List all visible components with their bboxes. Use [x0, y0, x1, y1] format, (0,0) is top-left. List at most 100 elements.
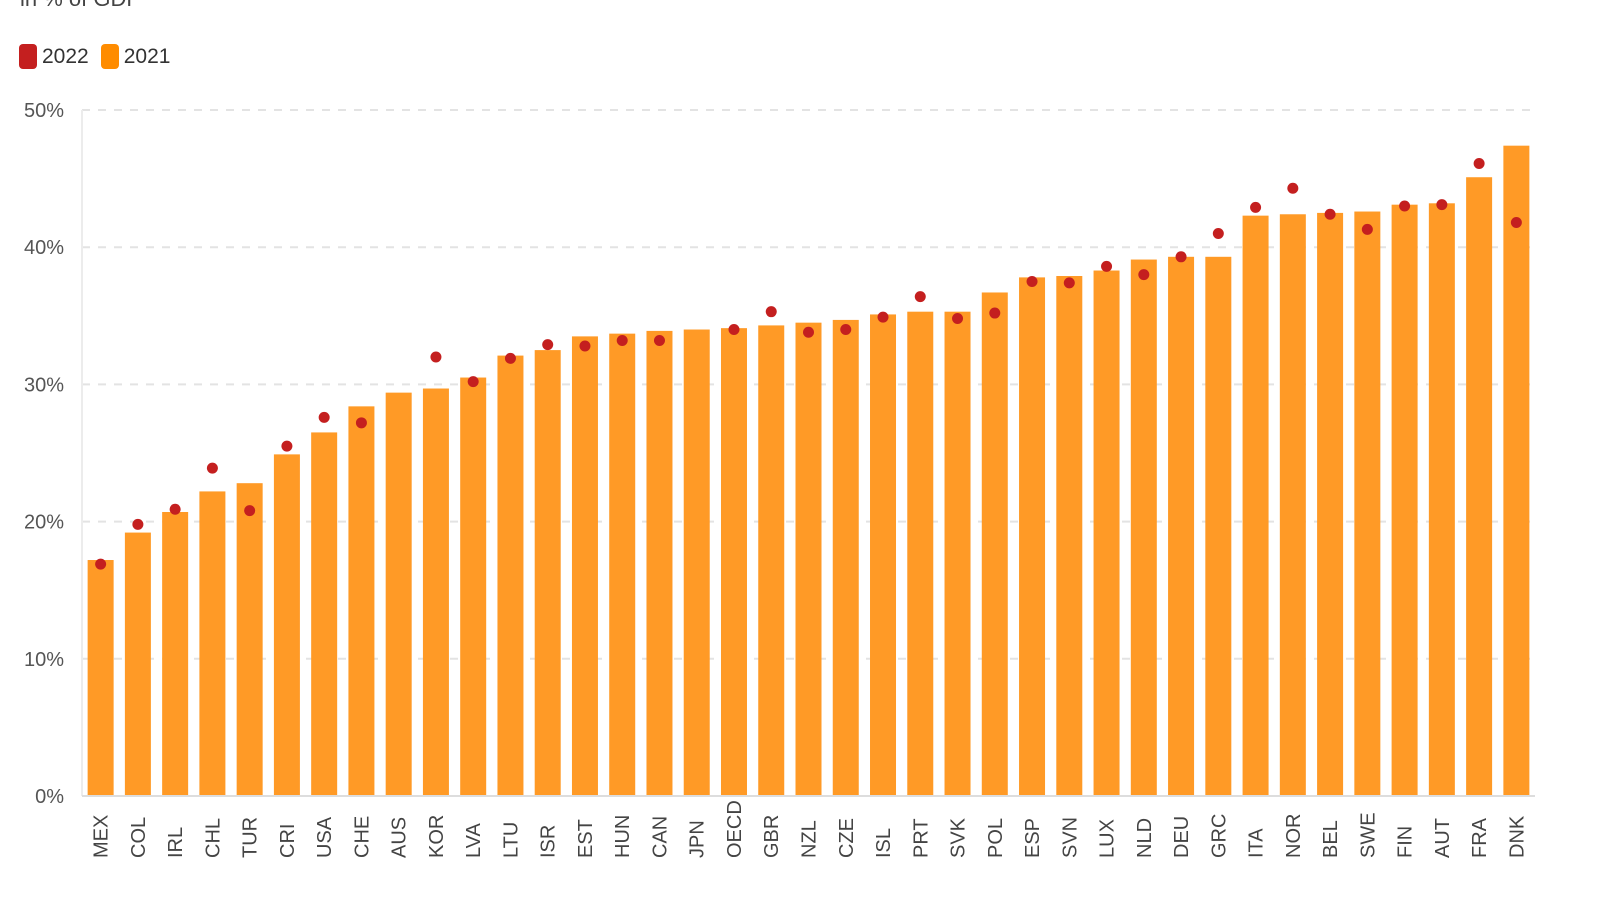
x-tick-label: ITA	[1246, 828, 1268, 858]
dot-NOR	[1287, 182, 1299, 194]
legend-swatch-2021	[100, 44, 119, 69]
bar-NLD	[1130, 259, 1157, 797]
bar-DEU	[1168, 256, 1195, 797]
x-tick-label: TUR	[240, 817, 262, 858]
bar-FIN	[1391, 204, 1418, 797]
bar-AUS	[385, 392, 412, 796]
dot-COL	[132, 518, 144, 530]
x-tick-label: HUN	[612, 815, 634, 858]
x-tick-label: NOR	[1283, 814, 1305, 858]
dot-NZL	[803, 326, 814, 338]
x-tick-label: FIN	[1395, 826, 1417, 858]
bar-FRA	[1466, 177, 1493, 796]
x-tick-label: NLD	[1134, 818, 1156, 858]
legend-swatch-2022	[19, 44, 37, 69]
x-tick-label: LUX	[1097, 819, 1119, 858]
bar-MEX	[87, 560, 114, 796]
bar-HUN	[609, 333, 636, 796]
dot-SVN	[1063, 277, 1075, 289]
dot-LUX	[1101, 260, 1113, 272]
bar-GRC	[1205, 256, 1232, 797]
bar-ITA	[1242, 215, 1269, 797]
x-tick-label: CZE	[836, 818, 858, 858]
bar-CZE	[832, 319, 859, 796]
bar-LUX	[1093, 270, 1120, 796]
y-tick-label: 20%	[24, 512, 64, 534]
x-tick-label: AUS	[389, 817, 411, 858]
bar-ISR	[534, 350, 561, 796]
bar-USA	[311, 432, 338, 796]
y-tick-label: 0%	[35, 786, 64, 808]
dot-CZE	[840, 324, 852, 336]
bar-LVA	[460, 377, 487, 796]
legend-item-2021[interactable]: 2021	[100, 44, 170, 69]
bar-NOR	[1279, 214, 1306, 797]
bar-KOR	[422, 388, 449, 796]
dot-FIN	[1399, 200, 1411, 212]
x-tick-label: SVK	[948, 817, 970, 858]
x-tick-label: ESP	[1022, 818, 1044, 858]
bar-OECD	[720, 328, 747, 796]
bar-BEL	[1317, 212, 1344, 796]
bar-SVN	[1056, 276, 1083, 797]
bar-CHL	[199, 491, 226, 796]
x-tick-label: FRA	[1469, 817, 1491, 858]
dot-SVK	[952, 313, 964, 325]
dot-CHL	[206, 462, 218, 474]
dot-GRC	[1212, 227, 1224, 239]
dot-NLD	[1138, 269, 1150, 281]
x-tick-label: USA	[314, 816, 336, 858]
bar-LTU	[497, 355, 524, 796]
dot-DNK	[1510, 217, 1522, 229]
dot-TUR	[244, 505, 256, 517]
y-tick-label: 10%	[24, 649, 64, 671]
x-tick-label: DEU	[1171, 816, 1193, 858]
dot-HUN	[616, 334, 628, 346]
x-tick-label: JPN	[687, 820, 709, 858]
bar-SWE	[1354, 211, 1381, 796]
bar-ISL	[870, 314, 897, 796]
dot-ISR	[542, 339, 554, 351]
bar-SVK	[944, 311, 971, 796]
dot-OECD	[728, 324, 740, 336]
bar-EST	[571, 336, 598, 796]
bar-ESP	[1019, 277, 1046, 796]
dot-AUT	[1436, 199, 1448, 211]
x-tick-label: EST	[575, 819, 597, 858]
x-tick-label: KOR	[426, 815, 448, 858]
y-tick-label: 30%	[24, 374, 64, 396]
dot-SWE	[1361, 223, 1373, 235]
x-tick-label: CHE	[351, 816, 373, 858]
x-tick-label: CHL	[202, 818, 224, 858]
x-tick-label: GBR	[761, 815, 783, 858]
bar-PRT	[907, 311, 934, 796]
x-tick-label: LVA	[463, 823, 485, 858]
dot-CHE	[355, 417, 367, 429]
x-tick-label: BEL	[1320, 820, 1342, 858]
x-tick-label: GRC	[1208, 814, 1230, 858]
dot-EST	[579, 340, 591, 352]
bar-DNK	[1503, 145, 1530, 796]
x-tick-label: LTU	[500, 822, 522, 858]
dot-BEL	[1324, 208, 1336, 220]
x-tick-label: OECD	[724, 800, 746, 858]
bar-POL	[981, 292, 1008, 796]
dot-USA	[318, 411, 330, 423]
y-tick-label: 40%	[24, 237, 64, 259]
dot-PRT	[914, 291, 926, 303]
x-tick-label: ISL	[873, 828, 895, 858]
dot-POL	[989, 307, 1001, 319]
bar-JPN	[683, 329, 710, 796]
dot-CAN	[653, 334, 665, 346]
dot-FRA	[1473, 158, 1485, 170]
dot-LVA	[467, 376, 479, 388]
x-tick-label: CAN	[649, 816, 671, 858]
x-tick-label: ISR	[538, 825, 560, 858]
x-tick-label: SWE	[1357, 812, 1379, 858]
legend-item-2022[interactable]: 2022	[19, 44, 89, 69]
bar-IRL	[162, 511, 189, 796]
bar-NZL	[795, 322, 822, 796]
x-tick-label: SVN	[1059, 817, 1081, 858]
bar-TUR	[236, 483, 263, 796]
